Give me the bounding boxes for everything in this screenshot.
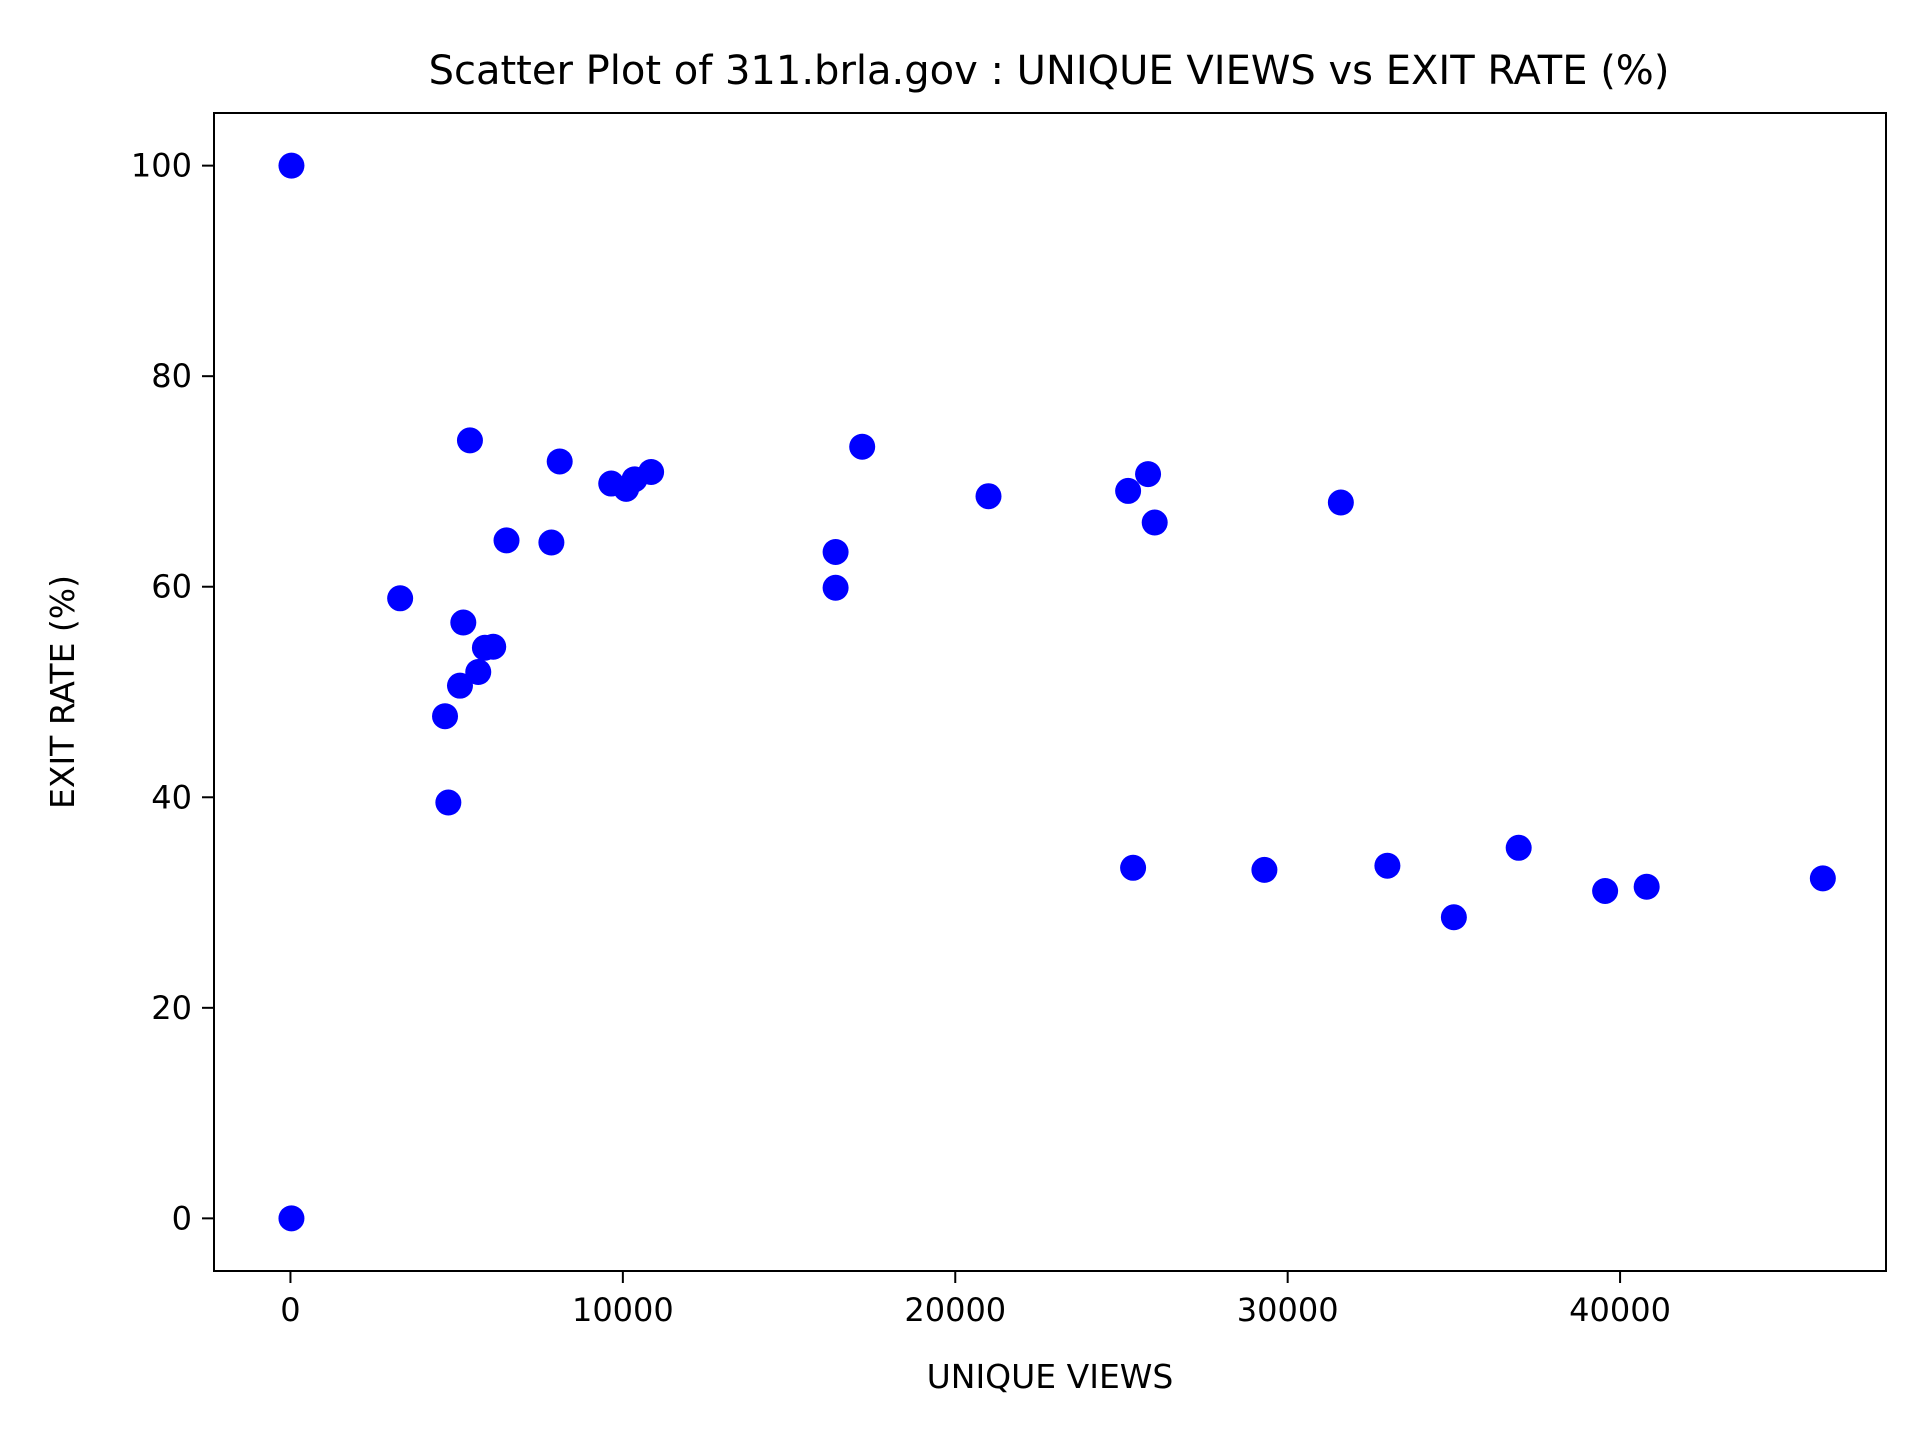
data-point-7 <box>456 427 483 454</box>
data-point-10 <box>480 633 507 660</box>
y-tick-label-40: 40 <box>151 778 192 816</box>
data-point-30 <box>1505 834 1532 861</box>
y-tick-label-0: 0 <box>172 1199 192 1237</box>
data-point-32 <box>1633 873 1660 900</box>
data-point-31 <box>1592 877 1619 904</box>
data-point-23 <box>1120 854 1147 881</box>
y-axis-label: EXIT RATE (%) <box>43 575 82 809</box>
data-point-8 <box>465 658 492 685</box>
data-point-24 <box>1135 461 1162 488</box>
data-point-27 <box>1327 489 1354 516</box>
data-point-3 <box>432 703 459 730</box>
data-point-2 <box>387 585 414 612</box>
data-point-18 <box>822 538 849 565</box>
data-point-11 <box>493 527 520 554</box>
chart-title: Scatter Plot of 311.brla.gov : UNIQUE VI… <box>429 48 1670 94</box>
y-tick-label-80: 80 <box>151 357 192 395</box>
y-tick-label-20: 20 <box>151 989 192 1027</box>
data-point-0 <box>278 152 305 179</box>
data-point-29 <box>1440 904 1467 931</box>
data-point-6 <box>450 609 477 636</box>
x-tick-label-40000: 40000 <box>1569 1291 1671 1329</box>
x-tick-label-20000: 20000 <box>904 1291 1006 1329</box>
data-point-1 <box>278 1205 305 1232</box>
x-tick-label-0: 0 <box>280 1291 300 1329</box>
data-point-25 <box>1141 509 1168 536</box>
x-axis-label: UNIQUE VIEWS <box>927 1357 1174 1396</box>
data-point-12 <box>538 529 565 556</box>
data-point-26 <box>1251 856 1278 883</box>
data-point-21 <box>975 483 1002 510</box>
data-point-33 <box>1809 865 1836 892</box>
data-point-22 <box>1115 477 1142 504</box>
data-point-28 <box>1374 852 1401 879</box>
y-axis-ticks: 0 20 40 60 80 100 <box>131 147 214 1237</box>
y-tick-label-100: 100 <box>131 147 192 185</box>
data-points <box>278 152 1836 1232</box>
data-point-17 <box>638 458 665 485</box>
data-point-20 <box>849 433 876 460</box>
plot-frame <box>213 112 1887 1272</box>
data-point-19 <box>822 574 849 601</box>
data-point-4 <box>435 789 462 816</box>
data-point-13 <box>546 448 573 475</box>
x-tick-label-10000: 10000 <box>572 1291 674 1329</box>
x-tick-label-30000: 30000 <box>1237 1291 1339 1329</box>
x-axis-ticks: 0 10000 20000 30000 40000 <box>280 1271 1671 1329</box>
y-tick-label-60: 60 <box>151 568 192 606</box>
data-point-5 <box>446 672 473 699</box>
